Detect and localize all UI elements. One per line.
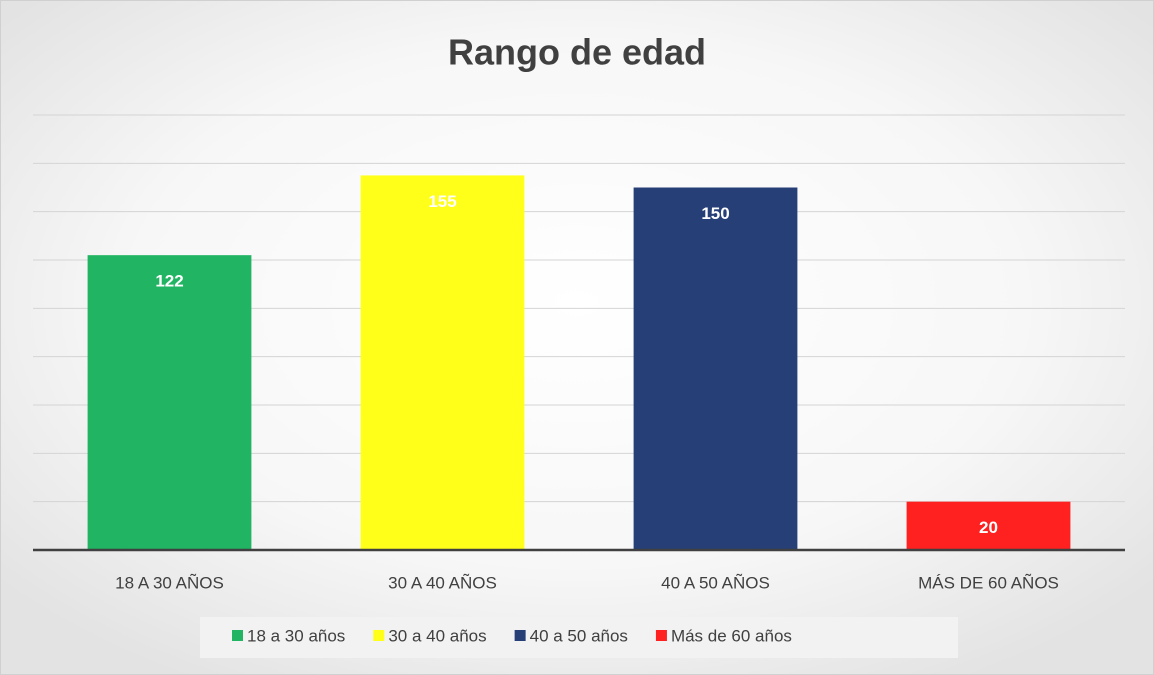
legend-label: Más de 60 años <box>671 626 792 645</box>
bar <box>906 501 1071 550</box>
legend-swatch <box>232 630 243 641</box>
legend-label: 30 a 40 años <box>388 626 486 645</box>
legend-label: 40 a 50 años <box>530 626 628 645</box>
data-label: 155 <box>428 192 456 211</box>
x-tick-label: MÁS DE 60 AÑOS <box>918 573 1059 592</box>
data-label: 150 <box>701 204 729 223</box>
bar <box>87 255 252 550</box>
bar <box>360 175 525 550</box>
legend-label: 18 a 30 años <box>247 626 345 645</box>
chart-title: Rango de edad <box>448 32 706 73</box>
x-tick-label: 40 A 50 AÑOS <box>661 573 770 592</box>
legend-swatch <box>655 630 667 641</box>
legend-box <box>200 617 958 658</box>
data-label: 20 <box>979 518 998 537</box>
bar <box>633 187 798 550</box>
legend-swatch <box>514 630 526 641</box>
x-tick-label: 18 A 30 AÑOS <box>115 573 224 592</box>
data-label: 122 <box>155 272 183 291</box>
legend-swatch <box>373 630 385 641</box>
x-tick-label: 30 A 40 AÑOS <box>388 573 497 592</box>
